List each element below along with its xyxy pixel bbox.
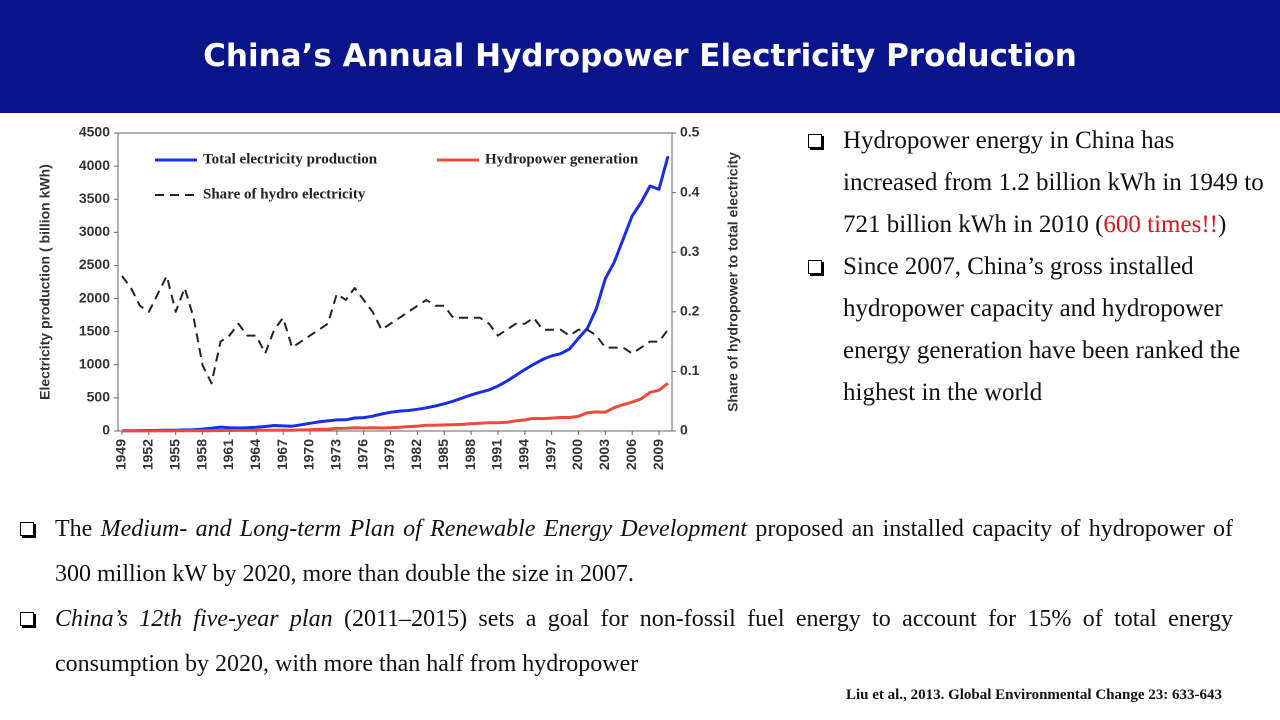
x-tick-label: 1967 bbox=[274, 439, 290, 470]
y-axis-label: Electricity production ( billion kWh) bbox=[37, 164, 53, 400]
plot-frame bbox=[117, 132, 673, 432]
bullet-box bbox=[20, 522, 34, 536]
x-tick-label: 1991 bbox=[489, 439, 505, 470]
x-tick-label: 1955 bbox=[166, 439, 182, 470]
x-tick-label: 1949 bbox=[113, 439, 129, 470]
x-tick-label: 2000 bbox=[569, 439, 585, 470]
series-line bbox=[122, 382, 669, 433]
chart: 0 500 1000 1500 2000 2500 3000 3500 4000 4500 0 0.1… bbox=[37, 124, 741, 470]
x-tick-label: 1997 bbox=[542, 439, 558, 470]
y-tick-label: 1000 bbox=[79, 355, 110, 371]
y2-tick-label: 0.5 bbox=[680, 124, 700, 140]
y-tick-label: 2500 bbox=[79, 256, 110, 272]
y2-tick-label: 0.1 bbox=[680, 362, 700, 378]
bottom-bullets: The Medium- and Long-term Plan of Renewa… bbox=[18, 507, 1233, 687]
text: The bbox=[55, 516, 101, 542]
y2-tick-label: 0.4 bbox=[680, 183, 700, 199]
text: Hydropower energy in China has increased… bbox=[843, 127, 1264, 238]
y2-tick-label: 0.2 bbox=[680, 303, 700, 319]
y2-tick-label: 0.3 bbox=[680, 243, 700, 259]
y-tick-label: 0 bbox=[102, 422, 110, 438]
x-tick-label: 1952 bbox=[140, 439, 156, 470]
plan-name: Medium- and Long-term Plan of Renewable … bbox=[100, 516, 748, 542]
x-tick-label: 1958 bbox=[193, 439, 209, 470]
y2-axis-label: Share of hydropower to total electricity bbox=[725, 152, 741, 412]
bullet: The Medium- and Long-term Plan of Renewa… bbox=[18, 507, 1233, 597]
y-tick-label: 4000 bbox=[79, 157, 110, 173]
x-tick-label: 1973 bbox=[328, 439, 344, 470]
y-tick-label: 4500 bbox=[79, 124, 110, 140]
text: Since 2007, China’s gross installed hydr… bbox=[843, 253, 1241, 406]
x-tick-label: 1994 bbox=[515, 439, 531, 470]
x-tick-label: 2003 bbox=[596, 439, 612, 470]
bullet-box bbox=[808, 260, 822, 274]
y-tick-label: 1500 bbox=[79, 322, 110, 338]
legend-label: Total electricity production bbox=[203, 151, 378, 167]
plan-name: China’s 12th five-year plan bbox=[55, 606, 333, 632]
y2-tick-label: 0 bbox=[680, 422, 688, 438]
y-tick-label: 2000 bbox=[79, 289, 110, 305]
x-tick-label: 1982 bbox=[408, 439, 424, 470]
x-tick-label: 1964 bbox=[247, 439, 263, 470]
highlight: 600 times!! bbox=[1103, 211, 1218, 238]
series-line bbox=[121, 275, 669, 385]
y-tick-label: 500 bbox=[87, 389, 111, 405]
x-tick-label: 1988 bbox=[462, 439, 478, 470]
bullet-box bbox=[808, 134, 822, 148]
side-bullets: Hydropower energy in China has increased… bbox=[806, 120, 1264, 414]
y-tick-label: 3500 bbox=[79, 190, 110, 206]
x-tick-label: 1979 bbox=[381, 439, 397, 470]
series-line bbox=[122, 155, 670, 433]
legend-label: Share of hydro electricity bbox=[203, 186, 366, 202]
x-tick-label: 2006 bbox=[623, 439, 639, 470]
header-band bbox=[0, 0, 1280, 113]
bullet: Since 2007, China’s gross installed hydr… bbox=[806, 246, 1264, 414]
text: ) bbox=[1217, 211, 1227, 238]
x-tick-label: 1985 bbox=[435, 439, 451, 470]
x-tick-label: 1961 bbox=[220, 439, 236, 470]
x-tick-label: 1976 bbox=[354, 439, 370, 470]
bullet-box bbox=[20, 612, 34, 626]
text: (2011–2015) sets a goal for non-fossil f… bbox=[55, 606, 1233, 677]
slide-title: China’s Annual Hydropower Electricity Pr… bbox=[203, 38, 1077, 74]
text: proposed an installed capacity of hydrop… bbox=[55, 516, 1234, 587]
bullet: China’s 12th five-year plan (2011–2015) … bbox=[18, 597, 1233, 687]
legend-label: Hydropower generation bbox=[485, 151, 639, 167]
citation: Liu et al., 2013. Global Environmental C… bbox=[846, 687, 1222, 703]
x-tick-label: 2009 bbox=[650, 439, 666, 470]
bullet: Hydropower energy in China has increased… bbox=[806, 120, 1264, 246]
x-tick-label: 1970 bbox=[301, 439, 317, 470]
y-tick-label: 3000 bbox=[79, 223, 110, 239]
